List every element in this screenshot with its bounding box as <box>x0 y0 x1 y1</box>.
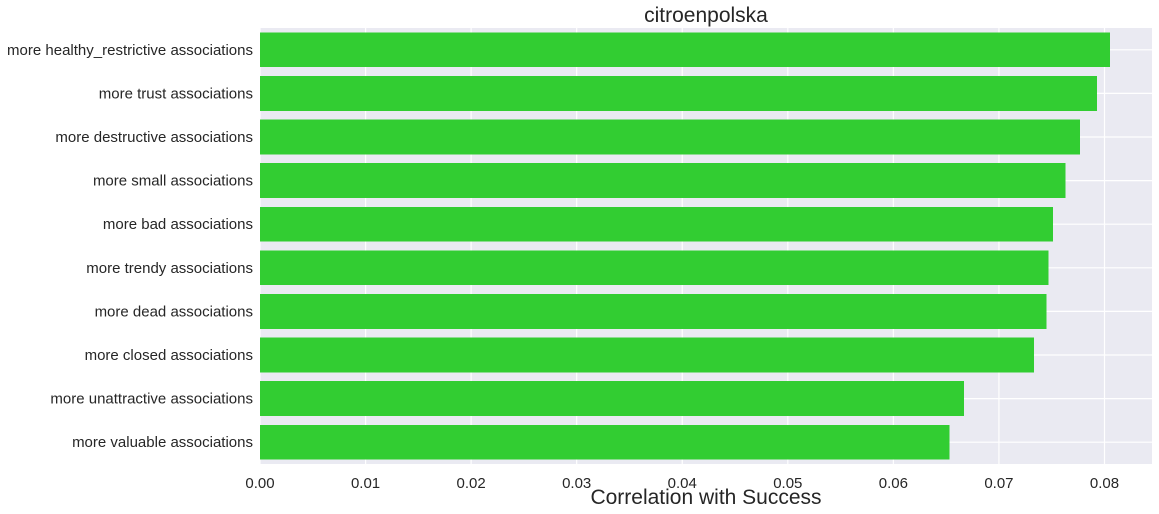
x-tick-label: 0.03 <box>562 475 591 492</box>
y-tick-label: more trust associations <box>99 85 253 102</box>
x-tick-label: 0.01 <box>351 475 380 492</box>
bar <box>260 250 1049 286</box>
bar <box>260 337 1034 373</box>
y-tick-labels: more healthy_restrictive associations mor… <box>7 42 253 451</box>
bar <box>260 381 965 417</box>
bars <box>260 32 1110 460</box>
x-tick-label: 0.04 <box>668 475 697 492</box>
bar <box>260 206 1053 242</box>
x-tick-label: 0.08 <box>1090 475 1119 492</box>
x-axis-label: Correlation with Success <box>590 486 821 509</box>
y-tick-label: more bad associations <box>103 216 253 233</box>
y-tick-label: more unattractive associations <box>50 391 253 408</box>
bar <box>260 424 950 460</box>
y-tick-label: more valuable associations <box>72 434 253 451</box>
bar <box>260 75 1098 111</box>
y-tick-label: more trendy associations <box>86 260 253 277</box>
x-tick-label: 0.02 <box>457 475 486 492</box>
x-tick-label: 0.07 <box>984 475 1013 492</box>
x-tick-labels: 0.00 0.01 0.02 0.03 0.04 0.05 0.06 0.07 0.08 <box>245 475 1119 492</box>
bar <box>260 293 1047 329</box>
bar <box>260 32 1110 68</box>
y-tick-label: more healthy_restrictive associations <box>7 42 253 59</box>
y-tick-label: more small associations <box>93 173 253 190</box>
y-tick-label: more closed associations <box>85 347 253 364</box>
y-tick-label: more destructive associations <box>55 129 253 146</box>
chart-title: citroenpolska <box>644 4 768 27</box>
y-tick-label: more dead associations <box>95 303 253 320</box>
x-tick-label: 0.06 <box>879 475 908 492</box>
bar <box>260 119 1081 155</box>
bar <box>260 163 1066 199</box>
x-tick-label: 0.05 <box>773 475 802 492</box>
x-tick-label: 0.00 <box>245 475 274 492</box>
